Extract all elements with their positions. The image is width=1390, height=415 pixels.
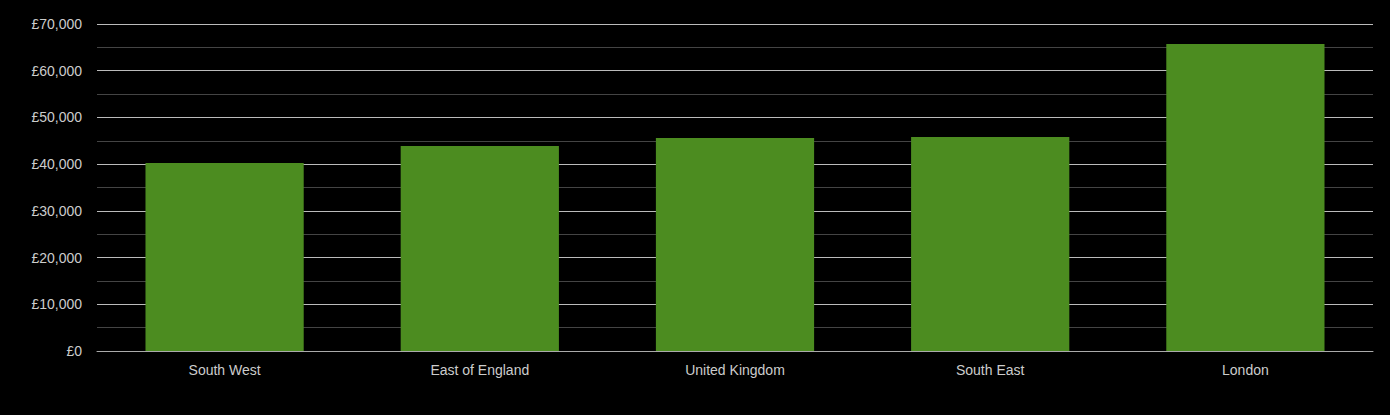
svg-text:£50,000: £50,000 bbox=[31, 109, 82, 125]
svg-text:South West: South West bbox=[189, 362, 261, 378]
svg-text:London: London bbox=[1222, 362, 1269, 378]
svg-text:£20,000: £20,000 bbox=[31, 250, 82, 266]
svg-text:£10,000: £10,000 bbox=[31, 296, 82, 312]
svg-text:South East: South East bbox=[956, 362, 1025, 378]
svg-text:£70,000: £70,000 bbox=[31, 16, 82, 32]
svg-text:£40,000: £40,000 bbox=[31, 156, 82, 172]
svg-text:£0: £0 bbox=[66, 343, 82, 359]
svg-text:United Kingdom: United Kingdom bbox=[685, 362, 785, 378]
svg-text:East of England: East of England bbox=[430, 362, 529, 378]
svg-text:£60,000: £60,000 bbox=[31, 63, 82, 79]
svg-text:£30,000: £30,000 bbox=[31, 203, 82, 219]
